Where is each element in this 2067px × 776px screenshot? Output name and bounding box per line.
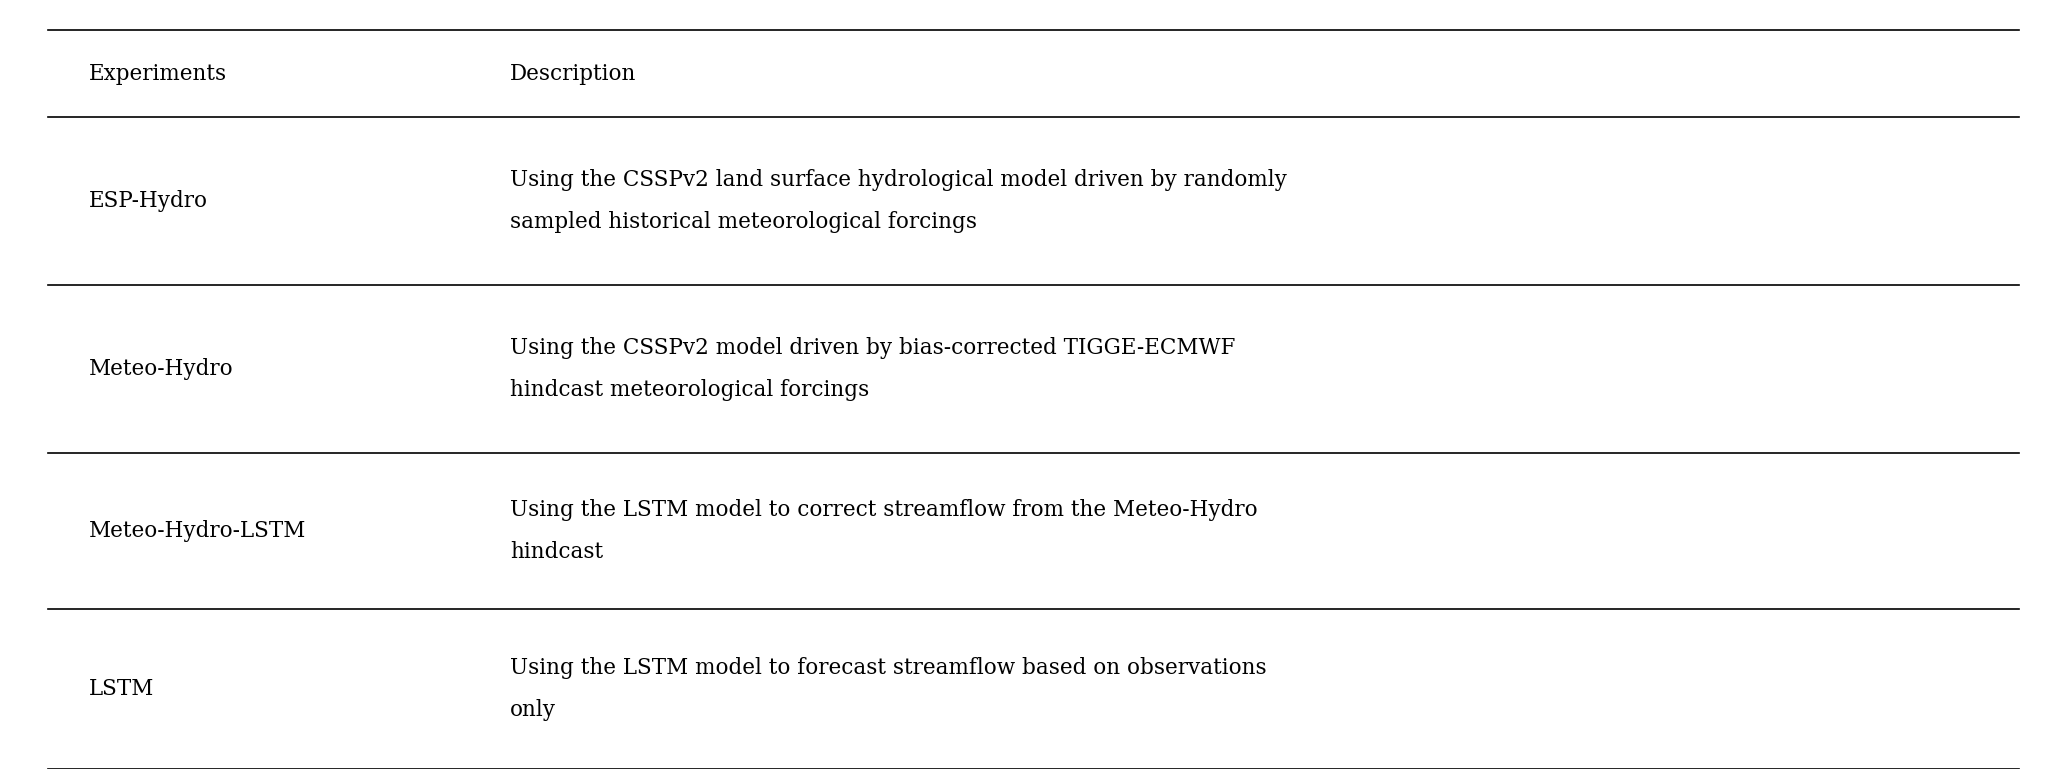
Text: Description: Description <box>511 63 637 85</box>
Text: Using the CSSPv2 land surface hydrological model driven by randomly: Using the CSSPv2 land surface hydrologic… <box>511 169 1288 192</box>
Text: Meteo-Hydro-LSTM: Meteo-Hydro-LSTM <box>89 520 306 542</box>
Text: Using the LSTM model to forecast streamflow based on observations: Using the LSTM model to forecast streamf… <box>511 657 1267 679</box>
Text: Using the LSTM model to correct streamflow from the Meteo-Hydro: Using the LSTM model to correct streamfl… <box>511 499 1257 521</box>
Text: Experiments: Experiments <box>89 63 227 85</box>
Text: sampled historical meteorological forcings: sampled historical meteorological forcin… <box>511 211 978 234</box>
Text: hindcast meteorological forcings: hindcast meteorological forcings <box>511 379 870 401</box>
Text: only: only <box>511 699 556 721</box>
Text: Using the CSSPv2 model driven by bias-corrected TIGGE-ECMWF: Using the CSSPv2 model driven by bias-co… <box>511 337 1236 359</box>
Text: Meteo-Hydro: Meteo-Hydro <box>89 358 234 380</box>
Text: LSTM: LSTM <box>89 678 155 700</box>
Text: hindcast: hindcast <box>511 541 604 563</box>
Text: ESP-Hydro: ESP-Hydro <box>89 190 209 213</box>
